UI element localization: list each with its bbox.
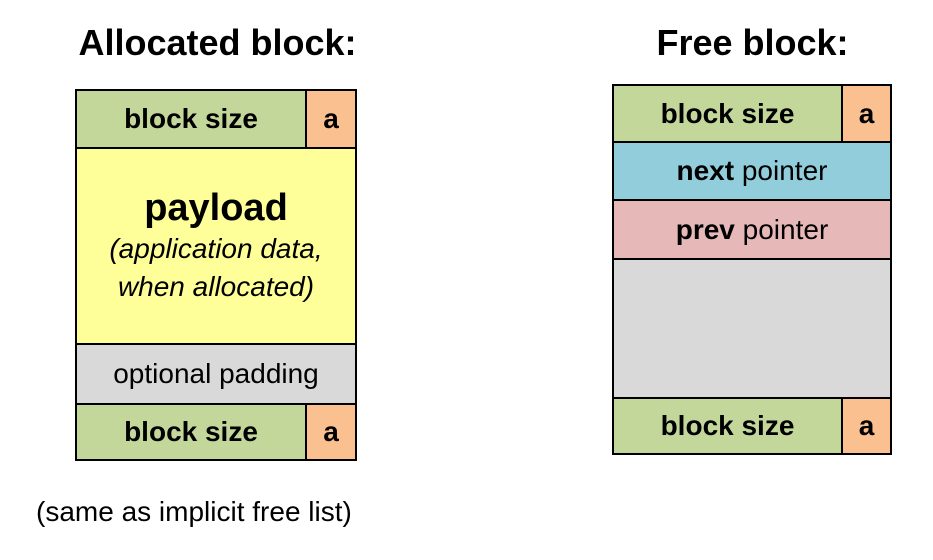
payload-note-line2: when allocated) bbox=[117, 271, 315, 302]
allocated-block-title: Allocated block: bbox=[78, 22, 357, 63]
size-label: block size bbox=[124, 416, 258, 447]
payload-label: payload bbox=[144, 187, 288, 229]
free-header-size: block size bbox=[612, 84, 843, 143]
allocated-header-flag: a bbox=[305, 89, 357, 149]
padding-label: optional padding bbox=[113, 358, 319, 389]
next-label: next bbox=[676, 155, 735, 186]
allocated-payload: payload (application data, when allocate… bbox=[75, 147, 357, 345]
flag-label: a bbox=[323, 416, 339, 447]
free-block-title: Free block: bbox=[656, 22, 849, 63]
flag-label: a bbox=[858, 97, 875, 129]
allocated-padding: optional padding bbox=[75, 343, 357, 405]
flag-label: a bbox=[858, 410, 875, 441]
payload-note-line1: (application data, bbox=[109, 233, 323, 264]
free-prev-pointer: prev pointer bbox=[612, 199, 892, 260]
caption: (same as implicit free list) bbox=[36, 496, 352, 527]
allocated-header-size: block size bbox=[75, 89, 307, 149]
allocated-footer-size: block size bbox=[75, 403, 307, 461]
prev-label: prev bbox=[675, 214, 735, 245]
allocated-footer-flag: a bbox=[305, 403, 357, 461]
free-footer-flag: a bbox=[841, 397, 892, 455]
flag-label: a bbox=[323, 103, 339, 134]
size-label: block size bbox=[660, 410, 795, 441]
pointer-label: pointer bbox=[734, 214, 829, 245]
size-label: block size bbox=[660, 97, 795, 129]
size-label: block size bbox=[124, 103, 258, 134]
free-unused-space bbox=[612, 258, 892, 399]
free-next-pointer: next pointer bbox=[612, 141, 892, 201]
pointer-label: pointer bbox=[734, 155, 828, 186]
free-header-flag: a bbox=[841, 84, 892, 143]
free-footer-size: block size bbox=[612, 397, 843, 455]
